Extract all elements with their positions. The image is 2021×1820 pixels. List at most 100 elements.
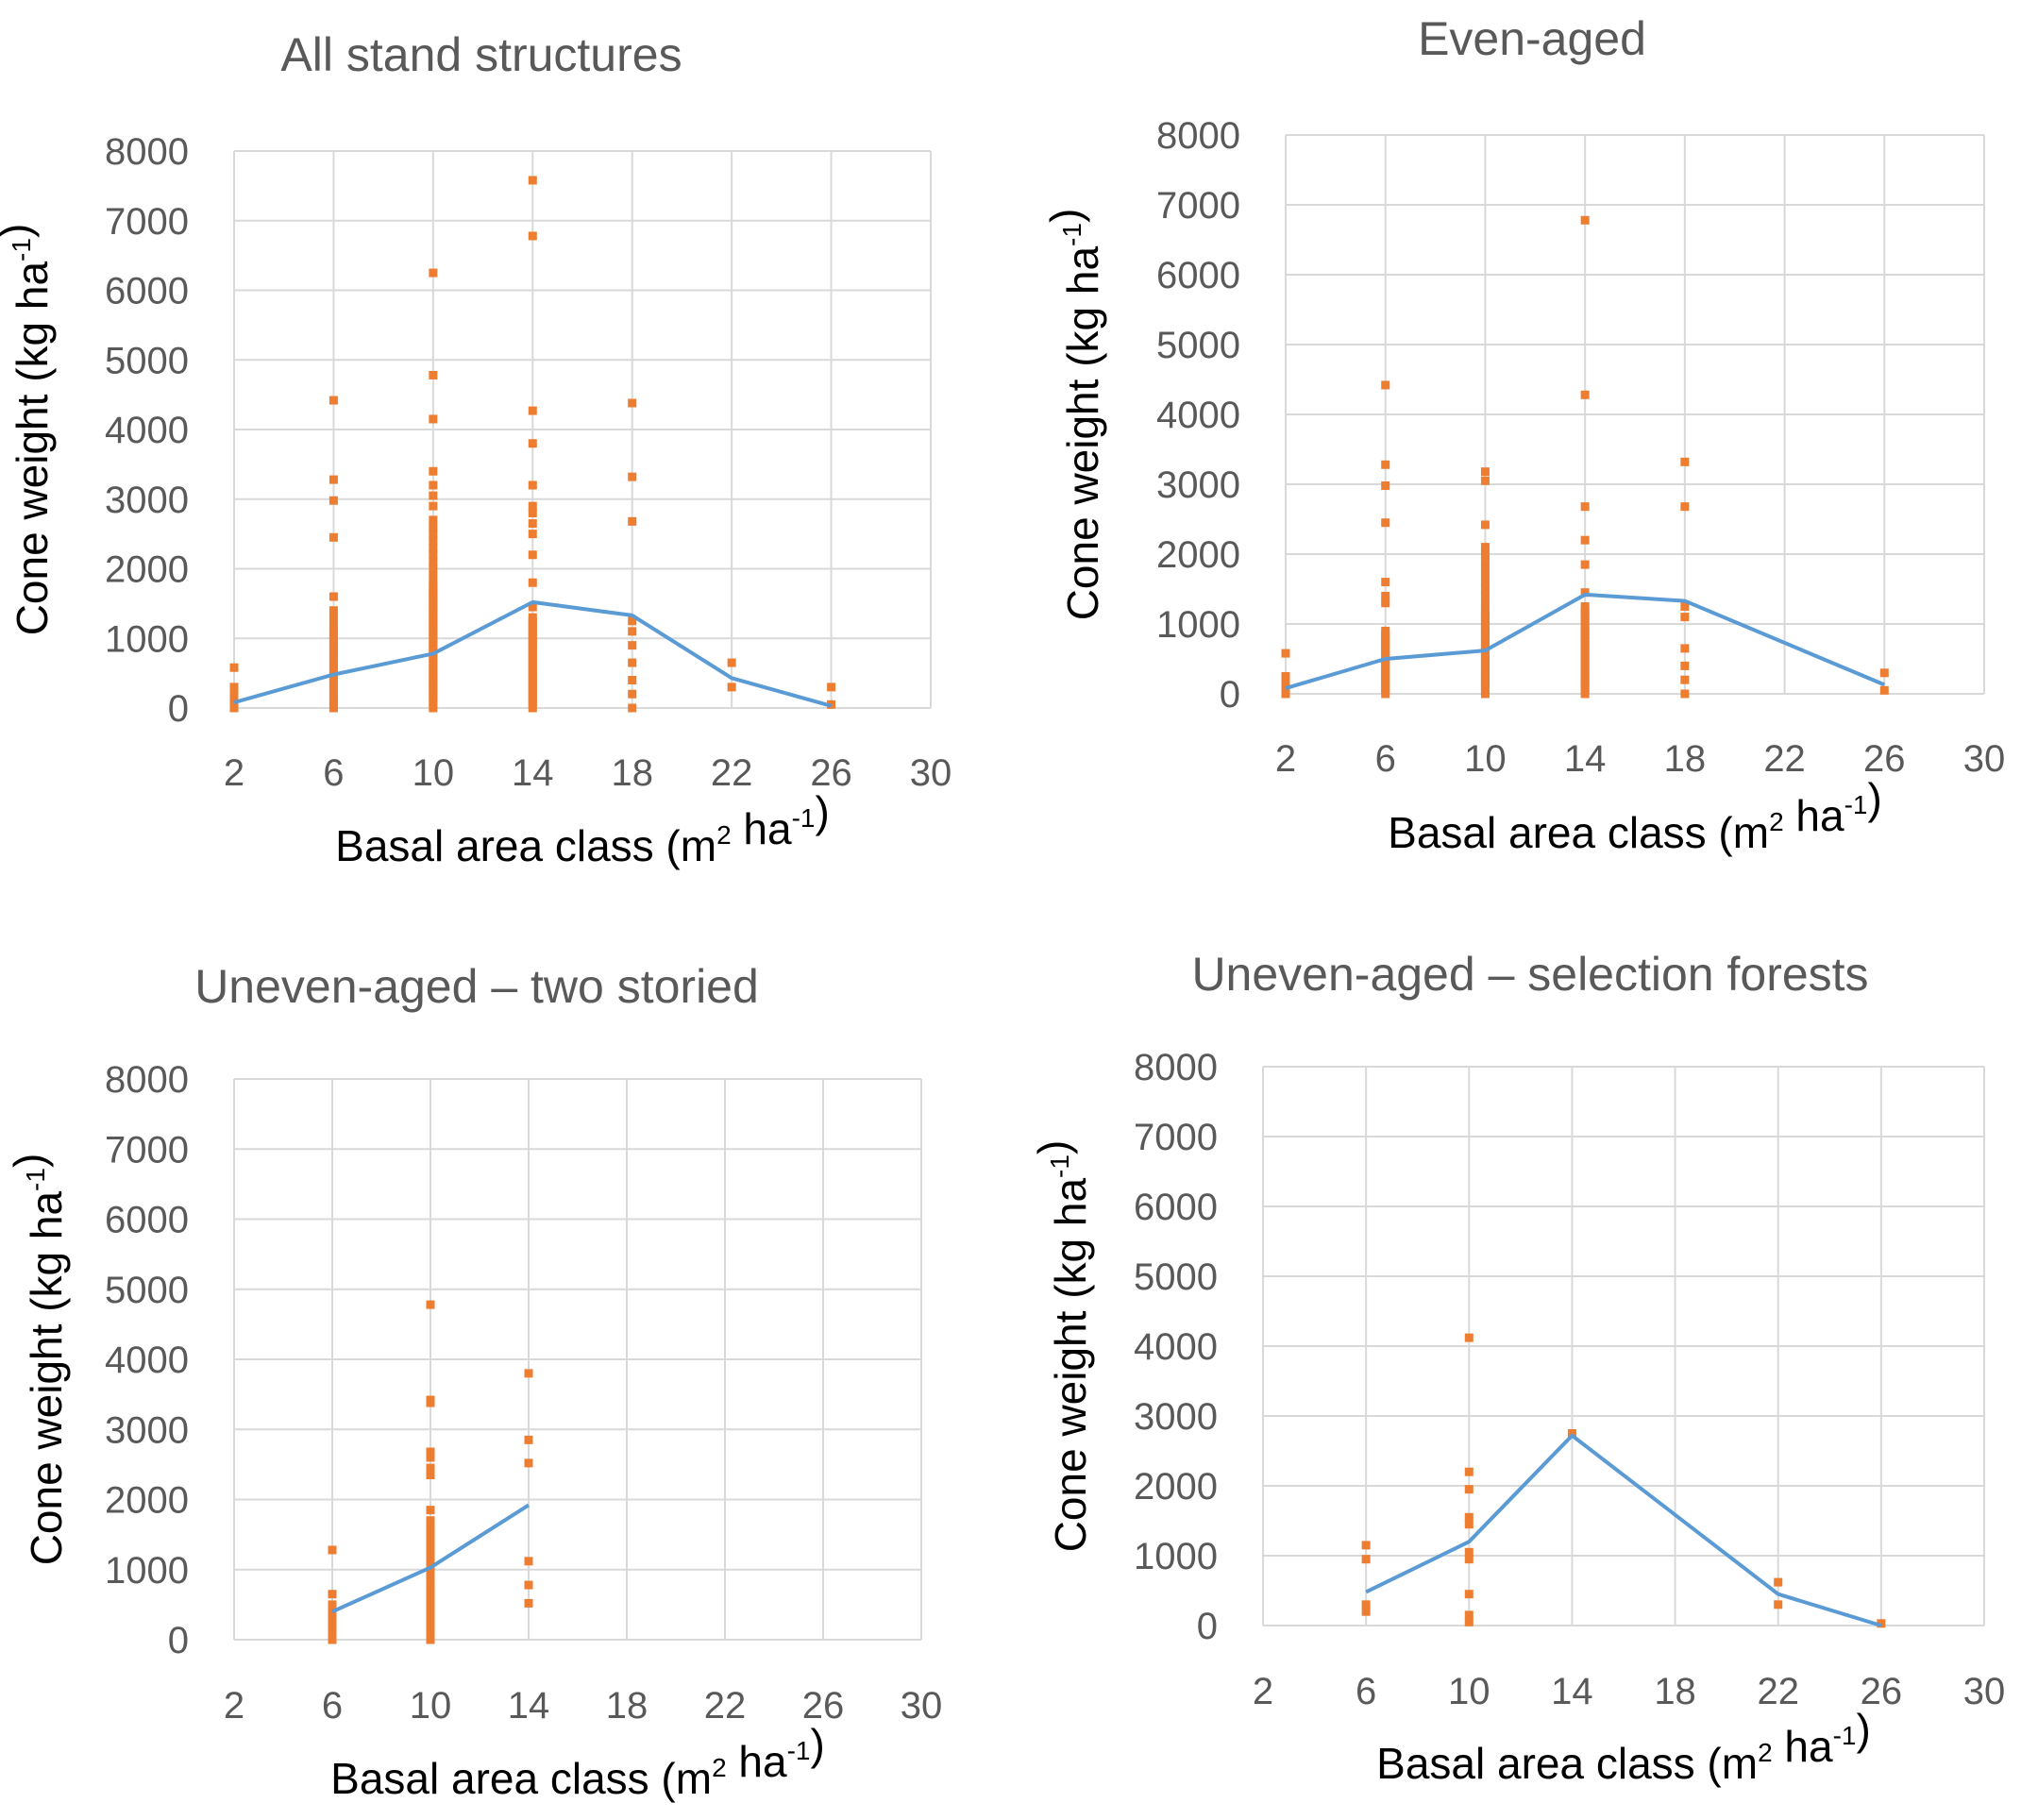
mean-line [331, 1503, 531, 1614]
x-tick-label: 2 [224, 1685, 244, 1727]
gridlines [233, 1078, 922, 1641]
y-tick-label: 2000 [105, 1480, 189, 1522]
scatter-point [628, 689, 637, 699]
scatter-point [429, 491, 438, 500]
scatter-point [1381, 591, 1390, 600]
scatter-point [1680, 661, 1690, 670]
scatter-point [1680, 613, 1690, 622]
scatter-point [1480, 476, 1490, 485]
scatter-point [1381, 380, 1390, 390]
y-tick-label: 7000 [105, 201, 189, 243]
x-tick-label: 2 [1253, 1671, 1273, 1712]
scatter-point [1281, 649, 1290, 658]
scatter-point [1480, 556, 1490, 565]
scatter-point [1464, 1610, 1474, 1620]
x-tick-label: 26 [1861, 1671, 1903, 1712]
scatter-point [1774, 1577, 1783, 1587]
scatter-point [426, 1300, 435, 1309]
scatter-point [328, 396, 338, 405]
y-tick-label: 3000 [1156, 464, 1240, 506]
chart-title: All stand structures [280, 28, 682, 81]
scatter-point [1464, 1520, 1474, 1529]
chart-svg: All stand structures 2 6 10 14 18 22 26 3001000… [0, 28, 952, 870]
scatter-point [1580, 535, 1590, 545]
scatter-point [628, 516, 637, 526]
x-tick-label: 26 [802, 1685, 845, 1727]
chart-svg: Uneven-aged – selection forests 2 6 10 14 18… [1029, 948, 2006, 1788]
x-tick-label: 18 [1664, 738, 1707, 780]
x-tick-label: 26 [810, 752, 852, 794]
scatter-point [429, 550, 438, 560]
scatter-point [328, 592, 338, 601]
scatter-point [426, 1506, 435, 1515]
scatter-point [426, 1463, 435, 1473]
scatter-point [328, 606, 338, 615]
y-tick-label: 0 [1197, 1606, 1218, 1647]
scatter-point [429, 578, 438, 587]
scatter-point [528, 578, 537, 587]
x-tick-label: 30 [901, 1685, 943, 1727]
scatter-point [628, 616, 637, 626]
scatter-point [426, 1471, 435, 1480]
scatter-point [1580, 560, 1590, 569]
scatter-point [528, 231, 537, 241]
scatter-point [1480, 467, 1490, 477]
scatter-point [1680, 602, 1690, 611]
scatter-point [727, 658, 736, 667]
scatter-point [429, 515, 438, 525]
scatter-point [1879, 668, 1889, 678]
scatter-point [429, 466, 438, 476]
scatter-point [524, 1598, 533, 1608]
gridlines [1262, 1066, 1985, 1626]
mean-line [233, 599, 833, 708]
scatter-point [1680, 675, 1690, 684]
scatter-point [1381, 518, 1390, 528]
chart-title: Even-aged [1418, 12, 1646, 65]
scatter-point [1361, 1607, 1371, 1616]
scatter-point [628, 703, 637, 713]
scatter-point [1480, 549, 1490, 559]
chart-svg: Even-aged 2 6 10 14 18 22 26 300100020003000400… [1041, 12, 2006, 857]
chart-panel-all-stand-structures: All stand structures 2 6 10 14 18 22 26 30 0 1000… [0, 0, 1010, 910]
y-tick-label: 0 [168, 1620, 189, 1661]
scatter-point [528, 439, 537, 448]
scatter-series [328, 1300, 533, 1644]
y-tick-label: 6000 [105, 271, 189, 312]
scatter-point [1877, 1619, 1886, 1628]
scatter-point [426, 1447, 435, 1457]
scatter-point [827, 682, 836, 692]
y-tick-label: 4000 [1134, 1326, 1218, 1368]
scatter-point [328, 1600, 337, 1609]
scatter-point [1680, 644, 1690, 653]
scatter-point [528, 501, 537, 511]
scatter-point [328, 620, 338, 629]
scatter-point [1464, 1555, 1474, 1564]
scatter-point [1464, 1333, 1474, 1342]
scatter-point [1480, 605, 1490, 615]
scatter-point [1464, 1512, 1474, 1522]
x-tick-label: 30 [1963, 738, 2006, 780]
y-axis-label: Cone weight (kg ha-1) [1041, 209, 1107, 621]
scatter-point [229, 663, 239, 672]
y-axis-label: Cone weight (kg ha-1) [1029, 1140, 1095, 1553]
scatter-point [528, 480, 537, 490]
x-tick-label: 30 [1963, 1671, 2006, 1712]
scatter-point [1580, 602, 1590, 611]
scatter-point [429, 536, 438, 546]
x-tick-label: 14 [508, 1685, 550, 1727]
scatter-point [1464, 1617, 1474, 1626]
y-tick-label: 1000 [105, 618, 189, 660]
scatter-point [1381, 626, 1390, 635]
scatter-point [1680, 689, 1690, 699]
x-axis-label: Basal area class (m2 ha-1) [1376, 1705, 1871, 1788]
scatter-point [328, 496, 338, 505]
scatter-point [429, 522, 438, 531]
y-tick-label: 1000 [105, 1550, 189, 1592]
x-tick-label: 18 [611, 752, 653, 794]
scatter-point [1580, 588, 1590, 598]
x-tick-label: 22 [711, 752, 753, 794]
scatter-point [1480, 520, 1490, 530]
y-tick-label: 2000 [1134, 1466, 1218, 1508]
scatter-point [429, 501, 438, 511]
scatter-point [1480, 591, 1490, 600]
